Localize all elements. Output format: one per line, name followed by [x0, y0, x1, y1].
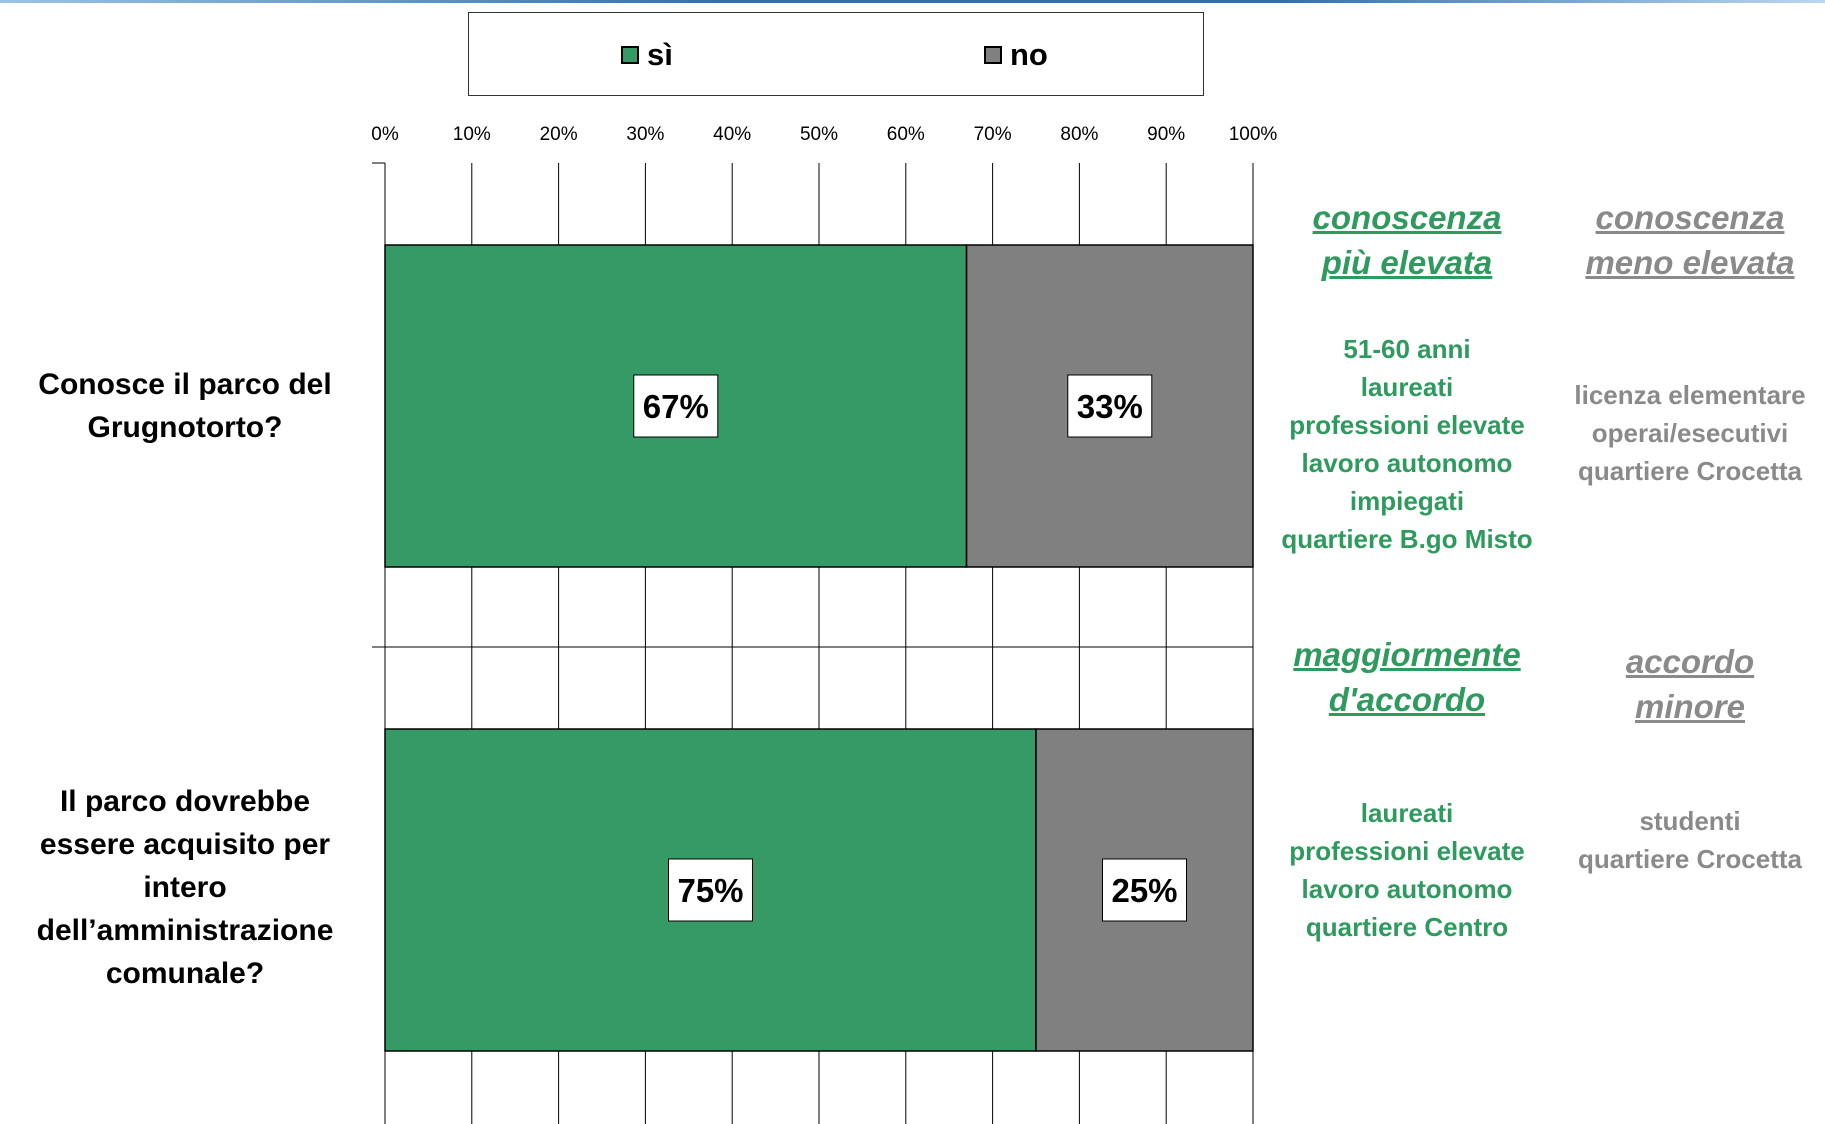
- question-2-line: essere acquisito per: [39, 828, 331, 861]
- x-tick-label: 0%: [371, 124, 399, 145]
- list-item: licenza elementare: [1574, 380, 1806, 410]
- question-1-line: Conosce il parco del: [38, 368, 332, 401]
- data-label: 75%: [677, 872, 743, 909]
- question-2-line: dell’amministrazione: [36, 914, 334, 947]
- question-2-line: Il parco dovrebbe: [59, 785, 311, 818]
- heading-line: maggiormente: [1293, 636, 1521, 673]
- x-tick-label: 80%: [1060, 124, 1098, 145]
- list-item: operai/esecutivi: [1591, 418, 1789, 448]
- list-item: professioni elevate: [1289, 410, 1525, 440]
- legend-swatch-si: [621, 46, 639, 64]
- x-tick-label: 70%: [974, 124, 1012, 145]
- list-item: 51-60 anni: [1343, 334, 1471, 364]
- panel-2-high-list: laureati professioni elevate lavoro auto…: [1262, 794, 1552, 946]
- x-tick-label: 90%: [1147, 124, 1185, 145]
- list-item: impiegati: [1349, 486, 1465, 516]
- list-item: laureati: [1360, 372, 1454, 402]
- panel-1-low-heading: conoscenza meno elevata: [1545, 195, 1825, 285]
- top-accent-line: [0, 0, 1825, 3]
- data-label-box: [1067, 374, 1153, 438]
- list-item: quartiere Centro: [1305, 912, 1509, 942]
- list-item: lavoro autonomo: [1301, 448, 1513, 478]
- data-label-box: [1102, 858, 1187, 922]
- heading-line: conoscenza: [1312, 199, 1502, 236]
- list-item: professioni elevate: [1289, 836, 1525, 866]
- heading-line: più elevata: [1321, 244, 1493, 281]
- legend-label-si: sì: [647, 37, 673, 72]
- heading-line: conoscenza: [1595, 199, 1785, 236]
- data-label: 67%: [643, 388, 709, 425]
- question-1-line: Grugnotorto?: [87, 411, 283, 444]
- list-item: quartiere B.go Misto: [1281, 524, 1533, 554]
- x-tick-label: 60%: [887, 124, 925, 145]
- heading-line: accordo: [1625, 643, 1755, 680]
- legend-item-no: no: [984, 37, 1048, 73]
- x-tick-label: 50%: [800, 124, 838, 145]
- list-item: laureati: [1360, 798, 1454, 828]
- panel-1-high-list: 51-60 anni laureati professioni elevate …: [1262, 330, 1552, 558]
- chart-legend: sì no: [468, 12, 1204, 96]
- list-item: studenti: [1639, 806, 1741, 836]
- x-tick-label: 10%: [453, 124, 491, 145]
- list-item: lavoro autonomo: [1301, 874, 1513, 904]
- question-2-line: intero: [143, 871, 227, 904]
- data-label: 25%: [1111, 872, 1177, 909]
- x-tick-label: 40%: [713, 124, 751, 145]
- list-item: quartiere Crocetta: [1578, 844, 1802, 874]
- data-label-box: [633, 374, 719, 438]
- panel-1-high-heading: conoscenza più elevata: [1262, 195, 1552, 285]
- data-label: 33%: [1077, 388, 1143, 425]
- x-tick-label: 20%: [540, 124, 578, 145]
- question-2-line: comunale?: [105, 957, 265, 990]
- heading-line: minore: [1634, 688, 1746, 725]
- data-label-box: [668, 858, 753, 922]
- x-tick-label: 30%: [626, 124, 664, 145]
- panel-2-low-heading: accordo minore: [1545, 639, 1825, 729]
- heading-line: d'accordo: [1328, 681, 1486, 718]
- x-tick-label: 100%: [1229, 124, 1278, 145]
- heading-line: meno elevata: [1585, 244, 1795, 281]
- list-item: quartiere Crocetta: [1578, 456, 1802, 486]
- panel-1-low-list: licenza elementare operai/esecutivi quar…: [1545, 376, 1825, 490]
- panel-2-low-list: studenti quartiere Crocetta: [1545, 802, 1825, 878]
- legend-swatch-no: [984, 46, 1002, 64]
- question-2: Il parco dovrebbe essere acquisito per i…: [0, 780, 370, 995]
- legend-label-no: no: [1010, 37, 1048, 72]
- question-1: Conosce il parco del Grugnotorto?: [0, 363, 370, 449]
- legend-item-si: sì: [621, 37, 673, 73]
- panel-2-high-heading: maggiormente d'accordo: [1262, 632, 1552, 722]
